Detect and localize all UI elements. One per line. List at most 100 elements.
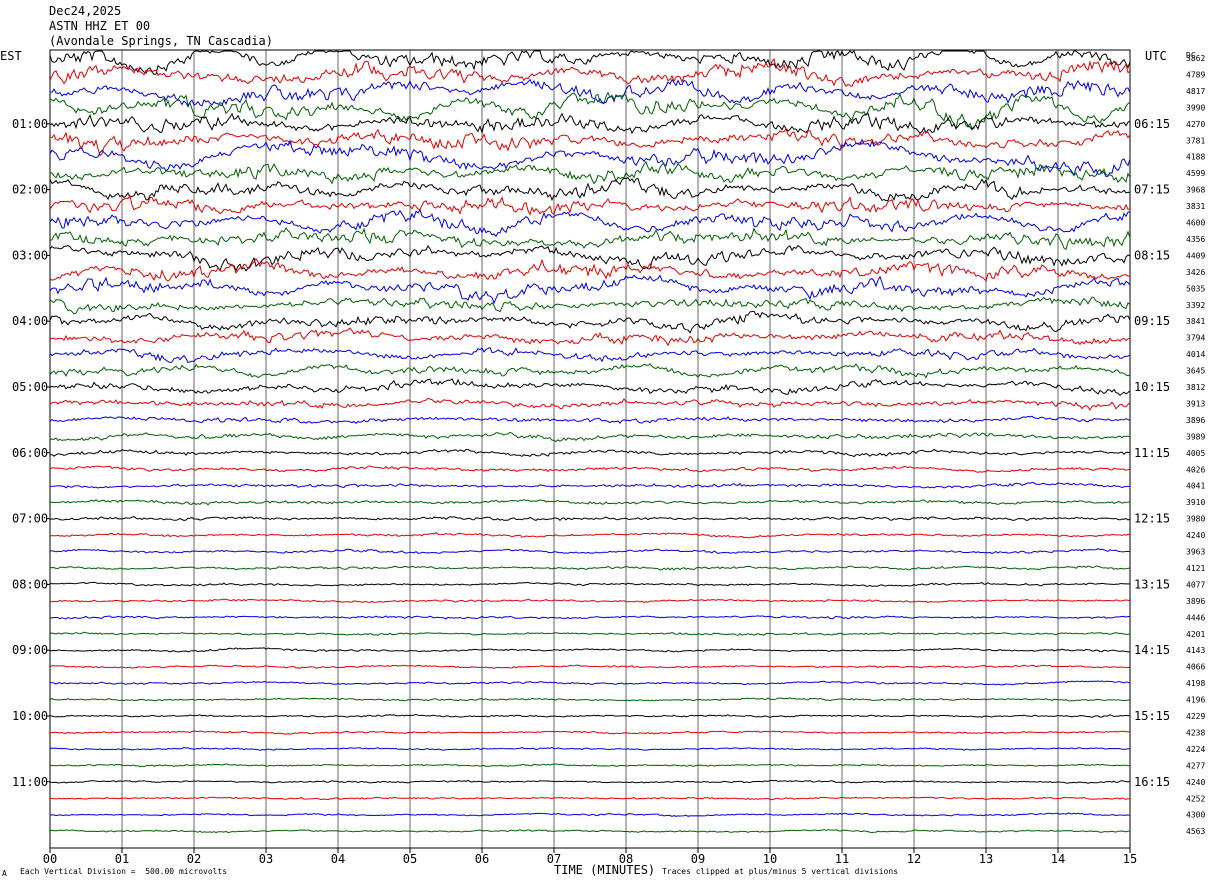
dc-offset-label: 4198: [1186, 679, 1205, 688]
seismic-trace: [49, 127, 1131, 157]
seismic-trace: [49, 91, 1131, 131]
seismic-trace: [49, 431, 1131, 443]
seismic-trace: [49, 296, 1131, 315]
dc-offset-label: 3968: [1186, 186, 1205, 195]
seismic-trace: [49, 664, 1131, 669]
seismic-trace: [49, 631, 1131, 636]
dc-offset-label: 3896: [1186, 416, 1205, 425]
dc-offset-label: 3862: [1186, 54, 1205, 63]
dc-offset-label: 4300: [1186, 811, 1205, 820]
dc-offset-label: 3990: [1186, 103, 1205, 112]
est-hour-label: 10:00: [12, 709, 48, 723]
est-hour-label: 07:00: [12, 512, 48, 526]
x-tick-label: 03: [259, 852, 273, 866]
x-tick-label: 06: [475, 852, 489, 866]
dc-offset-label: 4026: [1186, 465, 1205, 474]
dc-offset-label: 4240: [1186, 531, 1205, 540]
utc-hour-label: 12:15: [1134, 512, 1170, 526]
x-tick-label: 02: [187, 852, 201, 866]
utc-hour-label: 14:15: [1134, 643, 1170, 657]
x-tick-label: 09: [691, 852, 705, 866]
utc-hour-label: 15:15: [1134, 709, 1170, 723]
dc-offset-label: 3392: [1186, 301, 1205, 310]
dc-offset-label: 3812: [1186, 383, 1205, 392]
helicorder-location: (Avondale Springs, TN Cascadia): [49, 34, 273, 48]
utc-hour-label: 11:15: [1134, 446, 1170, 460]
est-hour-label: 08:00: [12, 577, 48, 591]
dc-offset-label: 4066: [1186, 663, 1205, 672]
x-tick-label: 10: [763, 852, 777, 866]
seismic-trace: [49, 274, 1131, 305]
seismic-trace: [49, 226, 1131, 251]
dc-offset-label: 3910: [1186, 498, 1205, 507]
dc-offset-label: 5035: [1186, 284, 1205, 293]
dc-offset-label: 4356: [1186, 235, 1205, 244]
est-hour-label: 03:00: [12, 248, 48, 262]
seismic-trace: [49, 581, 1131, 587]
seismic-trace: [49, 680, 1131, 686]
seismic-trace: [49, 112, 1131, 135]
seismic-trace: [49, 713, 1131, 718]
dc-offset-label: 3913: [1186, 399, 1205, 408]
dc-offset-label: 3831: [1186, 202, 1205, 211]
dc-offset-label: 4224: [1186, 745, 1205, 754]
seismic-trace: [49, 730, 1131, 735]
est-hour-label: 01:00: [12, 117, 48, 131]
dc-offset-label: 4077: [1186, 580, 1205, 589]
helicorder-station: ASTN HHZ ET 00: [49, 19, 151, 33]
dc-offset-label: 4817: [1186, 87, 1205, 96]
est-hour-label: 11:00: [12, 775, 48, 789]
seismic-trace: [49, 647, 1131, 653]
seismic-trace: [49, 565, 1130, 571]
x-tick-label: 04: [331, 852, 345, 866]
est-hour-label: 02:00: [12, 183, 48, 197]
helicorder-date: Dec24,2025: [49, 4, 122, 18]
utc-hour-label: 10:15: [1134, 380, 1170, 394]
seismic-trace: [49, 499, 1131, 506]
seismic-trace: [49, 363, 1131, 379]
dc-offset-label: 4041: [1186, 482, 1205, 491]
seismic-trace: [49, 763, 1131, 768]
seismic-trace: [49, 448, 1131, 458]
plot-frame: [49, 49, 1131, 849]
x-tick-label: 08: [619, 852, 633, 866]
dc-offset-label: 4143: [1186, 646, 1205, 655]
est-hour-label: 05:00: [12, 380, 48, 394]
dc-offset-label: 4563: [1186, 827, 1205, 836]
seismic-trace: [49, 779, 1131, 784]
seismic-trace: [49, 57, 1131, 88]
x-tick-label: 11: [835, 852, 849, 866]
dc-offset-label: 4789: [1186, 70, 1205, 79]
seismic-trace: [49, 548, 1131, 555]
seismic-trace: [50, 796, 1131, 801]
seismic-trace: [49, 378, 1131, 396]
dc-offset-label: 3980: [1186, 515, 1205, 524]
dc-offset-label: 4014: [1186, 350, 1205, 359]
dc-offset-label: 3896: [1186, 597, 1205, 606]
seismic-trace: [49, 516, 1131, 522]
seismic-trace: [49, 346, 1131, 364]
seismic-trace: [49, 244, 1131, 272]
dc-offset-label: 4121: [1186, 564, 1205, 573]
seismic-trace: [49, 481, 1130, 489]
seismic-trace: [49, 746, 1131, 751]
est-hour-label: 09:00: [12, 643, 48, 657]
dc-offset-label: 3426: [1186, 268, 1205, 277]
seismic-trace: [49, 615, 1131, 620]
seismic-trace: [49, 327, 1131, 347]
x-axis-title: TIME (MINUTES): [554, 863, 656, 877]
est-hour-label: 06:00: [12, 446, 48, 460]
dc-offset-label: 4252: [1186, 794, 1205, 803]
seismic-trace: [49, 415, 1131, 424]
left-timezone-label: EST: [0, 49, 22, 63]
utc-hour-label: 06:15: [1134, 117, 1170, 131]
seismic-trace: [49, 812, 1130, 818]
scale-note: Each Vertical Division = 500.00 microvol…: [20, 867, 228, 876]
seismic-trace: [49, 177, 1131, 202]
seismic-trace: [49, 138, 1131, 178]
seismic-trace: [50, 829, 1130, 834]
est-hour-label: 04:00: [12, 314, 48, 328]
dc-offset-label: 3645: [1186, 367, 1205, 376]
dc-offset-label: 4005: [1186, 449, 1205, 458]
seismic-trace: [49, 697, 1131, 702]
